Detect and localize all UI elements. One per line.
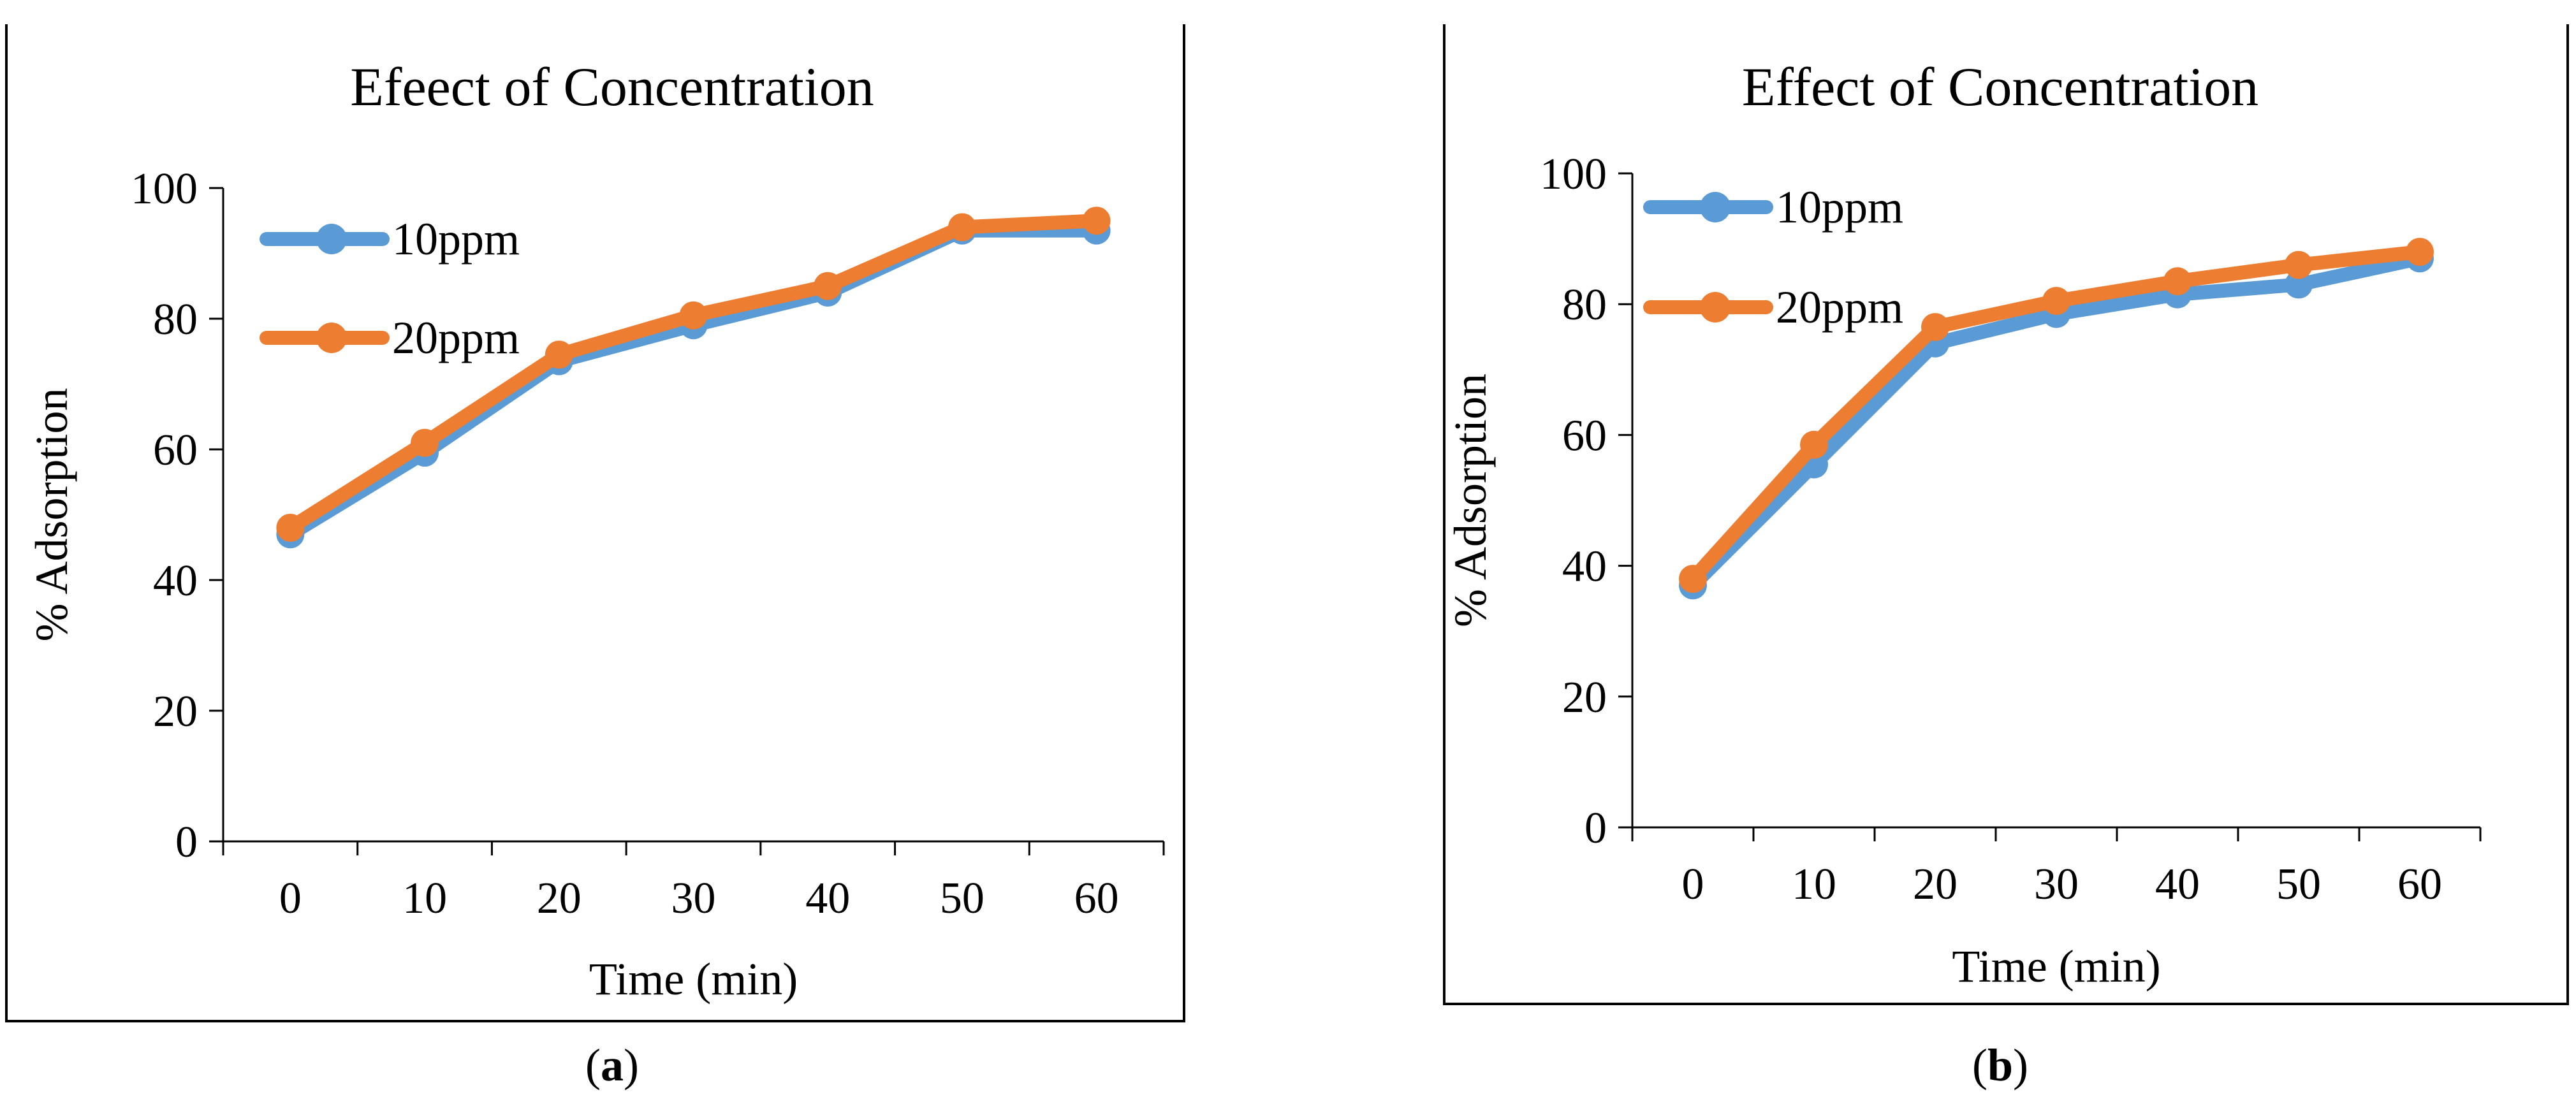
series-20ppm: [276, 207, 1111, 542]
y-tick-label: 0: [1584, 804, 1607, 853]
legend-entry: 10ppm: [260, 214, 520, 265]
y-tick-label: 0: [175, 818, 198, 867]
x-tick-label: 50: [940, 874, 984, 923]
y-tick-label: 20: [153, 687, 198, 736]
x-tick-label: 40: [805, 874, 850, 923]
data-point: [545, 340, 573, 369]
x-tick-label: 30: [671, 874, 716, 923]
data-point: [2285, 251, 2313, 279]
legend-swatch-marker: [316, 224, 347, 254]
y-tick-label: 100: [1540, 150, 1607, 199]
series-line: [283, 223, 1104, 542]
x-tick-label: 30: [2034, 860, 2079, 909]
legend-label: 20ppm: [1776, 282, 1903, 333]
y-tick-label: 80: [1562, 280, 1607, 330]
data-point: [1082, 207, 1111, 235]
data-point: [1921, 313, 1949, 342]
series-10ppm: [276, 216, 1111, 549]
x-tick-label: 60: [1074, 874, 1119, 923]
chart-a: Efeect of Concentration 0 20 40 60 80 100 0 10 20…: [5, 24, 1185, 1091]
x-tick-label: 0: [279, 874, 302, 923]
legend-label: 10ppm: [392, 214, 520, 265]
x-tick-label: 0: [1682, 860, 1704, 909]
data-point: [948, 213, 976, 242]
data-point: [1800, 430, 1828, 459]
y-tick-label: 40: [1562, 542, 1607, 592]
legend-swatch-marker: [1700, 292, 1731, 323]
chart-title: Efeect of Concentration: [350, 56, 874, 117]
data-point: [814, 272, 842, 300]
data-point: [2163, 267, 2192, 296]
series-20ppm: [1679, 238, 2434, 593]
y-tick-label: 80: [153, 295, 198, 344]
x-tick-label: 40: [2155, 860, 2200, 909]
data-point: [276, 514, 305, 542]
chart-frame: [1443, 24, 2569, 1005]
x-tick-label: 20: [537, 874, 582, 923]
panel-caption: (b): [1972, 1040, 2028, 1091]
legend-entry: 20ppm: [260, 312, 520, 363]
legend-swatch-marker: [316, 323, 347, 353]
data-point: [2042, 287, 2070, 316]
data-point: [2285, 270, 2313, 299]
y-tick-label: 60: [153, 426, 198, 475]
legend-entry: 10ppm: [1643, 182, 1903, 233]
legend-entry: 20ppm: [1643, 282, 1903, 333]
chart-title: Effect of Concentration: [1742, 56, 2258, 117]
data-point: [679, 301, 708, 330]
legend-label: 20ppm: [392, 312, 520, 363]
y-tick-label: 40: [153, 556, 198, 606]
x-axis-label: Time (min): [589, 954, 798, 1005]
panel-caption: (a): [585, 1040, 639, 1091]
series-line: [283, 214, 1104, 535]
y-tick-label: 100: [131, 164, 198, 214]
panel-letter: b: [1987, 1040, 2013, 1091]
x-tick-label: 20: [1913, 860, 1958, 909]
legend-swatch-marker: [1700, 192, 1731, 222]
y-axis-label: % Adsorption: [26, 388, 77, 641]
x-tick-label: 10: [1792, 860, 1836, 909]
x-axis-label: Time (min): [1952, 941, 2160, 992]
panel-letter: a: [601, 1040, 624, 1091]
data-point: [2406, 238, 2434, 266]
chart-b: Effect of Concentration 0 20 40 60 80 100 0 10 20…: [1443, 24, 2569, 1091]
y-tick-label: 20: [1562, 673, 1607, 722]
data-point: [1679, 565, 1707, 593]
legend-label: 10ppm: [1776, 182, 1903, 233]
data-point: [411, 428, 439, 457]
x-tick-label: 50: [2276, 860, 2321, 909]
x-tick-label: 10: [402, 874, 447, 923]
x-tick-label: 60: [2397, 860, 2442, 909]
chart-frame: [5, 24, 1185, 1022]
y-axis-label: % Adsorption: [1445, 374, 1496, 627]
y-tick-label: 60: [1562, 411, 1607, 460]
